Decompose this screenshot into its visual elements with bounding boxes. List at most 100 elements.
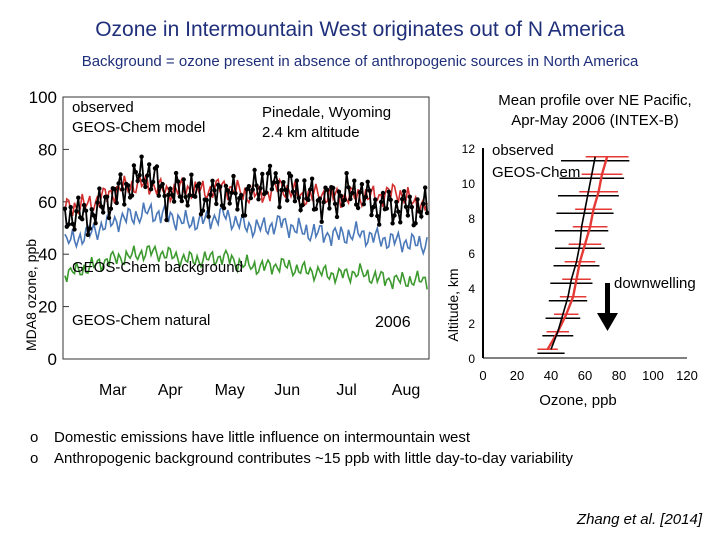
ts-series-line xyxy=(64,156,428,236)
ts-observed-point xyxy=(156,193,161,198)
ts-observed-point xyxy=(363,194,368,200)
ts-observed-point xyxy=(403,204,409,209)
ts-observed-point xyxy=(380,190,386,196)
profile-title-line: Apr-May 2006 (INTEX-B) xyxy=(511,112,679,129)
ts-observed-point xyxy=(185,203,190,208)
timeseries-chart: MDA8 ozone, ppb 0 20 40 60 80 100 Mar Apr May Ju… xyxy=(23,88,430,399)
ts-observed-point xyxy=(331,185,336,191)
ts-observed-point xyxy=(415,197,420,202)
ts-observed-point xyxy=(242,213,248,218)
ts-observed-point xyxy=(239,192,244,198)
profile-x-ticks: 0 20 40 60 80 100 120 xyxy=(479,357,698,383)
legend-natural: GEOS-Chem natural xyxy=(72,312,210,329)
ts-observed-point xyxy=(204,197,209,203)
profile-y-tick-label: 6 xyxy=(468,247,475,261)
ts-observed-point xyxy=(143,184,148,190)
ts-observed-point xyxy=(269,187,275,192)
ts-observed-point xyxy=(292,199,298,204)
ts-observed-point xyxy=(189,172,194,177)
ts-observed-point xyxy=(162,193,167,199)
ts-observed-point xyxy=(344,171,349,176)
ts-observed-point xyxy=(99,204,104,209)
citation: Zhang et al. [2014] xyxy=(576,511,702,528)
ts-y-tick-label: 100 xyxy=(29,88,57,107)
ts-observed-point xyxy=(384,206,389,211)
ts-observed-point xyxy=(164,217,169,223)
ts-observed-point xyxy=(177,194,183,199)
ts-observed-point xyxy=(91,213,96,218)
ts-observed-point xyxy=(377,222,382,227)
ts-observed-point xyxy=(139,154,144,159)
ts-observed-point xyxy=(231,173,236,179)
ts-observed-point xyxy=(352,178,357,183)
ts-observed-point xyxy=(260,171,265,177)
downwelling-arrow-icon xyxy=(597,283,618,331)
ts-observed-point xyxy=(336,189,342,194)
ts-observed-point xyxy=(225,188,230,193)
ts-observed-point xyxy=(283,187,288,192)
ts-observed-point xyxy=(348,196,353,202)
ts-observed-point xyxy=(275,180,280,185)
ts-observed-point xyxy=(183,194,188,200)
ts-series-lines xyxy=(62,154,430,290)
ts-observed-point xyxy=(229,190,234,195)
ts-x-tick-label: Jun xyxy=(274,382,300,399)
ts-x-ticks: Mar Apr May Jun Jul Aug xyxy=(99,382,420,399)
ts-observed-point xyxy=(133,170,138,175)
bullet-item: o Anthropogenic background contributes ~1… xyxy=(30,448,710,469)
ts-observed-point xyxy=(179,198,184,204)
ts-observed-point xyxy=(154,164,160,169)
legend-model: GEOS-Chem model xyxy=(72,119,205,136)
ts-observed-point xyxy=(288,173,294,179)
ts-observed-point xyxy=(101,210,106,215)
profile-x-tick-label: 80 xyxy=(612,368,626,383)
bullet-text: Domestic emissions have little influence… xyxy=(54,429,471,446)
profile-y-axis-label: Altitude, km xyxy=(445,268,461,341)
ts-observed-point xyxy=(367,188,372,193)
ts-observed-point xyxy=(246,184,252,189)
ts-observed-point xyxy=(386,189,391,194)
ts-observed-point xyxy=(200,208,206,213)
ts-observed-point xyxy=(285,198,290,203)
ts-observed-point xyxy=(150,179,156,185)
site-annotation: Pinedale, Wyoming xyxy=(262,104,391,121)
ts-observed-point xyxy=(369,212,374,218)
ts-observed-point xyxy=(70,221,75,227)
ts-observed-point xyxy=(212,188,217,193)
ts-observed-point xyxy=(298,207,303,213)
ts-observed-point xyxy=(419,214,424,219)
ts-observed-point xyxy=(394,199,399,205)
ts-y-tick-label: 40 xyxy=(38,245,57,264)
ts-observed-point xyxy=(405,213,411,218)
ts-observed-point xyxy=(398,220,403,225)
ts-observed-point xyxy=(235,207,240,212)
ts-observed-point xyxy=(359,182,365,187)
ts-observed-point xyxy=(97,186,102,191)
ts-observed-point xyxy=(340,202,345,208)
bullet-list: o Domestic emissions have little influenc… xyxy=(30,427,710,469)
profile-y-tick-label: 2 xyxy=(468,317,475,331)
ts-observed-point xyxy=(122,202,127,207)
ts-observed-point xyxy=(137,173,142,178)
ts-observed-point xyxy=(62,206,68,211)
ts-series-line xyxy=(64,201,428,257)
altitude-annotation: 2.4 km altitude xyxy=(262,124,360,141)
ts-observed-point xyxy=(265,171,271,176)
year-annotation: 2006 xyxy=(375,314,411,331)
ts-observed-point xyxy=(171,199,177,204)
ts-observed-point xyxy=(327,206,332,211)
profile-x-tick-label: 120 xyxy=(676,368,698,383)
legend-observed: observed xyxy=(72,99,134,116)
ts-observed-point xyxy=(290,189,296,194)
profile-x-axis-label: Ozone, ppb xyxy=(539,392,617,409)
ts-observed-point xyxy=(254,183,259,188)
ts-observed-point xyxy=(302,178,307,183)
ts-observed-point xyxy=(118,172,123,177)
ts-series-line xyxy=(64,244,428,290)
legend-background: GEOS-Chem background xyxy=(72,259,243,276)
ts-observed-point xyxy=(409,204,414,210)
ts-observed-point xyxy=(396,209,401,214)
ts-observed-point xyxy=(401,189,407,194)
bullet-item: o Domestic emissions have little influenc… xyxy=(30,427,710,448)
ts-observed-point xyxy=(208,192,213,197)
